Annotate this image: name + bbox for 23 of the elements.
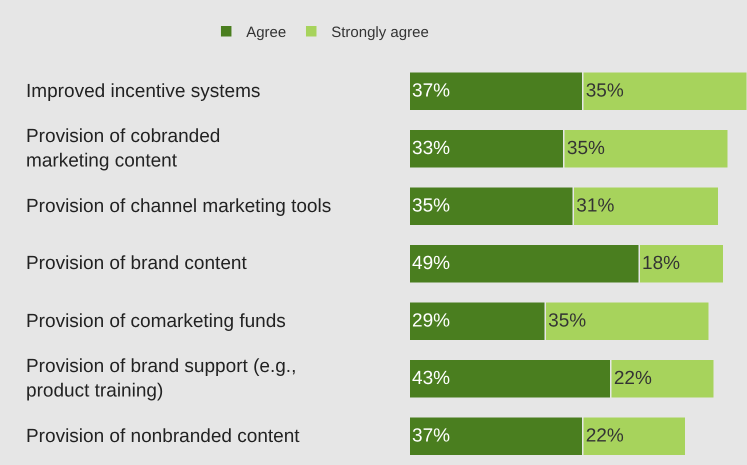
data-label: 29% bbox=[412, 310, 450, 332]
data-label: 37% bbox=[412, 426, 450, 447]
legend-label: Agree bbox=[246, 24, 286, 42]
data-label: 35% bbox=[412, 196, 450, 217]
y-tick-label: Provision of brand support (e.g., product training) bbox=[26, 356, 296, 402]
data-label: 35% bbox=[566, 138, 606, 160]
data-label: 31% bbox=[576, 196, 614, 217]
data-label: 49% bbox=[412, 253, 450, 274]
y-tick-label: Improved incentive systems bbox=[26, 81, 260, 102]
data-label: 18% bbox=[642, 253, 680, 274]
data-label: 35% bbox=[548, 310, 586, 332]
data-label: 33% bbox=[412, 138, 450, 160]
data-label: 37% bbox=[412, 80, 450, 102]
data-label: 35% bbox=[586, 80, 624, 102]
y-tick-label: Provision of comarketing funds bbox=[26, 311, 286, 332]
legend-label: Strongly agree bbox=[331, 24, 429, 42]
y-tick-label: Provision of nonbranded content bbox=[26, 426, 300, 447]
y-tick-label: Provision of cobranded marketing content bbox=[26, 126, 220, 172]
data-label: 43% bbox=[412, 368, 450, 390]
data-label: 22% bbox=[586, 426, 624, 447]
y-tick-label: Provision of brand content bbox=[26, 253, 248, 274]
data-label: 22% bbox=[614, 368, 652, 390]
y-tick-label: Provision of channel marketing tools bbox=[26, 196, 332, 217]
